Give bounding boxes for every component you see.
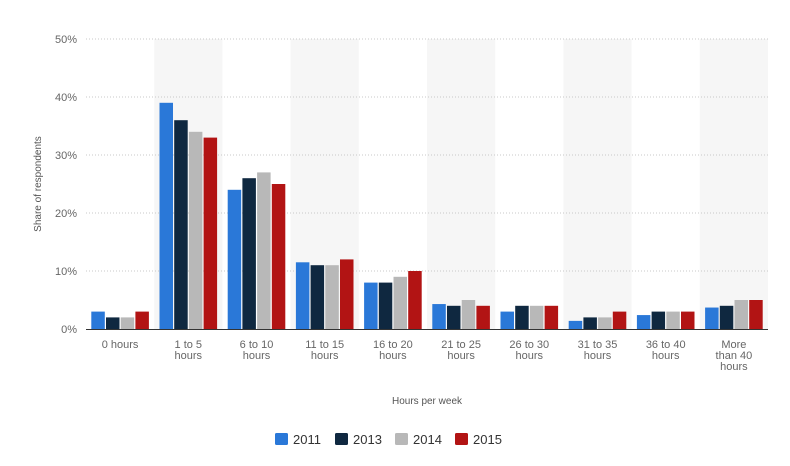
category-bands xyxy=(154,39,768,329)
bar-2015-1[interactable] xyxy=(203,137,218,329)
bar-2011-2[interactable] xyxy=(227,189,242,329)
bar-2013-2[interactable] xyxy=(242,178,256,329)
bar-2015-2[interactable] xyxy=(271,184,286,329)
y-tick-label: 0% xyxy=(61,324,77,336)
bar-2015-9[interactable] xyxy=(749,300,763,329)
category-band xyxy=(563,39,632,329)
bar-2011-5[interactable] xyxy=(432,304,446,329)
x-tick-label: 31 to 35 hours xyxy=(578,339,618,362)
x-axis-title: Hours per week xyxy=(392,396,463,407)
legend-label: 2014 xyxy=(413,432,442,447)
legend[interactable]: 2011 2013 2014 2015 xyxy=(275,432,502,447)
legend-swatch xyxy=(395,433,408,445)
x-tick-label: 0 hours xyxy=(102,339,139,351)
x-tick-label: 11 to 15 hours xyxy=(305,339,344,362)
bar-2014-1[interactable] xyxy=(188,131,203,329)
x-tick-label: 16 to 20 hours xyxy=(373,339,413,362)
legend-item-2014[interactable]: 2014 xyxy=(395,432,442,447)
x-tick-labels: 0 hours 1 to 5 hours 6 to 10 hours 11 to 15 ho… xyxy=(102,339,753,373)
bar-2011-9[interactable] xyxy=(705,307,719,329)
bar-2011-8[interactable] xyxy=(636,315,651,329)
bar-2014-6[interactable] xyxy=(529,305,544,329)
bar-2013-3[interactable] xyxy=(310,265,325,329)
x-tick-label: 6 to 10 hours xyxy=(240,339,274,362)
legend-label: 2015 xyxy=(473,432,502,447)
y-axis-title: Share of respondents xyxy=(33,136,44,232)
category-band xyxy=(699,39,768,329)
legend-swatch xyxy=(275,433,288,445)
bar-2014-2[interactable] xyxy=(257,172,271,329)
legend-swatch xyxy=(335,433,348,445)
bar-2015-7[interactable] xyxy=(612,311,627,329)
legend-item-2015[interactable]: 2015 xyxy=(455,432,502,447)
legend-label: 2011 xyxy=(293,432,321,447)
y-tick-label: 30% xyxy=(55,150,77,162)
x-tick-label: 1 to 5 hours xyxy=(175,339,203,362)
bars xyxy=(91,102,763,329)
legend-swatch xyxy=(455,433,468,445)
bar-2013-1[interactable] xyxy=(174,120,188,329)
y-tick-label: 10% xyxy=(55,266,77,278)
bar-2011-4[interactable] xyxy=(364,282,378,329)
y-tick-label: 20% xyxy=(55,208,77,220)
legend-label: 2013 xyxy=(353,432,382,447)
bar-2014-0[interactable] xyxy=(120,317,135,329)
bar-2013-6[interactable] xyxy=(515,305,529,329)
bar-2011-3[interactable] xyxy=(295,262,310,329)
x-tick-label: 26 to 30 hours xyxy=(509,339,549,362)
bar-2013-9[interactable] xyxy=(719,305,734,329)
bar-2013-5[interactable] xyxy=(447,305,461,329)
bar-2014-7[interactable] xyxy=(598,317,612,329)
bar-2014-5[interactable] xyxy=(461,300,476,329)
bar-2011-6[interactable] xyxy=(500,311,515,329)
legend-item-2011[interactable]: 2011 xyxy=(275,432,321,447)
y-tick-label: 50% xyxy=(55,34,77,46)
bar-2015-5[interactable] xyxy=(476,305,490,329)
bar-2014-8[interactable] xyxy=(666,311,680,329)
bar-2015-4[interactable] xyxy=(408,271,422,329)
bar-2013-7[interactable] xyxy=(583,317,597,329)
x-tick-label: More than 40 hours xyxy=(716,339,753,373)
x-tick-label: 36 to 40 hours xyxy=(646,339,686,362)
bar-2014-9[interactable] xyxy=(734,300,749,329)
bar-2014-4[interactable] xyxy=(393,276,408,329)
bar-2011-7[interactable] xyxy=(568,320,583,329)
bar-2013-8[interactable] xyxy=(651,311,666,329)
bar-2015-3[interactable] xyxy=(340,259,354,329)
bar-2013-0[interactable] xyxy=(106,317,120,329)
bar-2015-6[interactable] xyxy=(544,305,559,329)
bar-2013-4[interactable] xyxy=(378,282,393,329)
bar-2011-0[interactable] xyxy=(91,311,105,329)
category-band xyxy=(427,39,496,329)
bar-2015-8[interactable] xyxy=(681,311,695,329)
bar-2011-1[interactable] xyxy=(159,102,174,329)
y-tick-label: 40% xyxy=(55,92,77,104)
y-tick-labels: 0% 10% 20% 30% 40% 50% xyxy=(55,34,77,336)
bar-2015-0[interactable] xyxy=(135,311,149,329)
x-tick-label: 21 to 25 hours xyxy=(441,339,481,362)
bar-2014-3[interactable] xyxy=(325,265,339,329)
legend-item-2013[interactable]: 2013 xyxy=(335,432,382,447)
